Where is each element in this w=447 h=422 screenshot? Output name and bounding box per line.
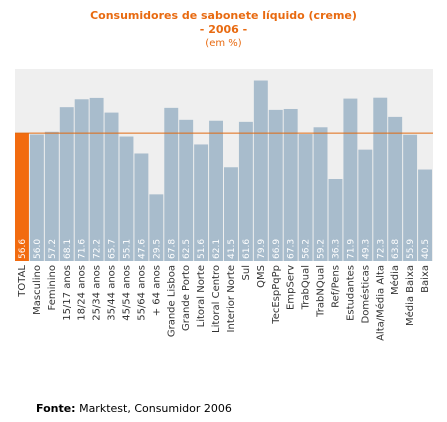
category-label-21: Ref/Pens: [330, 265, 341, 308]
chart-title: Consumidores de sabonete líquido (creme): [90, 9, 357, 22]
bar-26: [403, 134, 418, 261]
value-label-8: 47.6: [137, 239, 147, 259]
bar-13: [209, 120, 223, 261]
value-label-7: 55.1: [122, 239, 132, 259]
category-label-16: QMS: [256, 265, 267, 288]
bar-2: [44, 131, 59, 261]
category-label-0: TOTAL: [17, 265, 28, 298]
bar-17: [268, 109, 283, 261]
bar-14: [224, 167, 238, 261]
category-label-24: Alta/Média Alta: [374, 265, 386, 341]
chart-year: - 2006 -: [199, 23, 248, 36]
value-label-17: 66.9: [272, 239, 282, 259]
value-label-11: 62.5: [182, 239, 192, 259]
value-label-22: 71.9: [346, 239, 356, 259]
bar-0: [15, 133, 29, 261]
category-label-4: 18/24 anos: [77, 265, 88, 321]
value-label-0: 56.6: [18, 239, 28, 259]
value-label-18: 67.3: [287, 239, 297, 259]
value-label-27: 40.5: [421, 239, 431, 259]
value-label-19: 56.2: [302, 239, 312, 259]
category-label-26: Média Baixa: [404, 265, 416, 326]
value-label-5: 72.2: [93, 239, 103, 259]
value-label-2: 57.2: [48, 239, 58, 259]
value-label-14: 41.5: [227, 239, 237, 259]
category-label-6: 35/44 anos: [107, 265, 118, 321]
bar-9: [149, 194, 164, 261]
category-label-1: Masculino: [32, 265, 43, 315]
bar-20: [313, 127, 328, 261]
value-label-16: 79.9: [257, 239, 267, 259]
category-label-5: 25/34 anos: [92, 265, 103, 321]
source-text: Marktest, Consumidor 2006: [79, 402, 232, 415]
bar-22: [343, 98, 358, 261]
category-label-25: Média: [389, 265, 401, 295]
bar-12: [194, 144, 209, 261]
category-labels-group: TOTAL Masculino Feminino 15/17 anos 18/24 an…: [17, 265, 431, 341]
bar-1: [29, 134, 44, 261]
bar-7: [119, 136, 134, 261]
bar-21: [328, 179, 343, 261]
value-label-10: 67.8: [167, 239, 177, 259]
value-label-13: 62.1: [212, 239, 222, 259]
bar-15: [238, 121, 253, 261]
value-label-25: 63.8: [391, 239, 401, 259]
bar-23: [358, 149, 373, 261]
bar-24: [373, 97, 388, 261]
value-label-9: 29.5: [152, 239, 162, 259]
bars-group: [15, 80, 432, 262]
value-label-23: 49.3: [361, 239, 371, 259]
value-label-15: 61.6: [242, 239, 252, 259]
source-label: Fonte:: [36, 402, 76, 415]
category-label-14: Interior Norte: [226, 265, 237, 332]
value-label-20: 59.2: [317, 239, 327, 259]
chart-unit: (em %): [205, 38, 242, 49]
bar-5: [89, 97, 104, 261]
value-label-3: 68.1: [63, 239, 73, 259]
category-label-15: Sul: [241, 265, 252, 280]
category-label-10: Grande Lisboa: [166, 265, 177, 337]
category-label-27: Baixa: [420, 265, 431, 293]
value-label-6: 65.7: [108, 239, 118, 259]
value-label-1: 56.0: [33, 239, 43, 259]
value-label-4: 71.6: [78, 239, 88, 259]
category-label-3: 15/17 anos: [62, 265, 73, 321]
category-label-23: Domésticas: [359, 265, 371, 323]
value-label-12: 51.6: [197, 239, 207, 259]
category-label-13: Litoral Centro: [211, 265, 222, 333]
bar-6: [104, 112, 119, 261]
bar-11: [179, 119, 194, 261]
bar-25: [388, 116, 403, 261]
bar-27: [418, 169, 432, 261]
category-label-18: EmpServ: [286, 265, 297, 310]
category-label-11: Grande Porto: [181, 265, 192, 331]
category-label-17: TecEspPqPp: [271, 265, 282, 325]
bar-4: [74, 99, 89, 262]
category-label-7: 45/54 anos: [121, 265, 132, 321]
bar-16: [253, 80, 268, 262]
category-label-2: Feminino: [47, 265, 58, 310]
category-label-8: 55/64 anos: [136, 265, 147, 321]
source-note: Fonte: Marktest, Consumidor 2006: [36, 402, 232, 415]
bar-10: [164, 107, 179, 261]
value-label-21: 36.3: [331, 239, 341, 259]
category-label-22: Estudantes: [345, 265, 356, 321]
value-labels-group: 56.6 56.0 57.2 68.1 71.6 72.2 65.7 55.1 47.6 29.5…: [18, 239, 431, 259]
value-label-24: 72.3: [376, 239, 386, 259]
bar-8: [134, 153, 149, 261]
category-label-9: + 64 anos: [151, 265, 162, 316]
category-label-19: TrabQual: [301, 265, 312, 310]
category-label-20: TrabNQual: [316, 265, 327, 318]
bar-3: [59, 107, 74, 261]
bar-19: [298, 134, 313, 261]
value-label-26: 55.9: [406, 239, 416, 259]
chart-title-block: Consumidores de sabonete líquido (creme)…: [0, 9, 447, 50]
bar-18: [283, 108, 298, 261]
category-label-12: Litoral Norte: [196, 265, 207, 327]
